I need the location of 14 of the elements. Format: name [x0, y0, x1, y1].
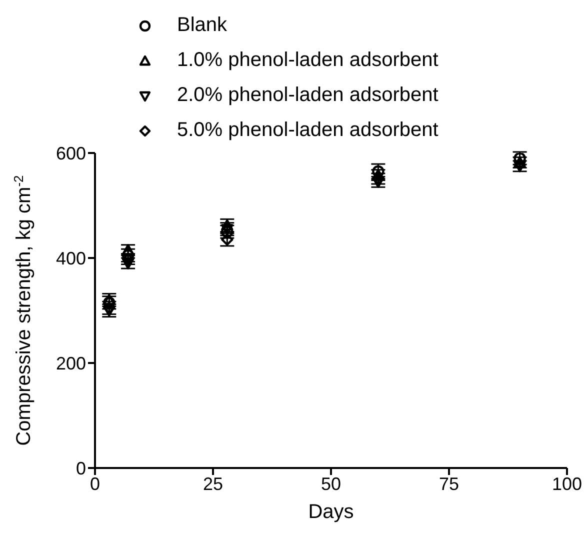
- x-tick-label: 25: [202, 474, 224, 494]
- y-tick-label: 600: [56, 143, 86, 164]
- y-tick-label: 200: [56, 353, 86, 374]
- legend-label: 1.0% phenol-laden adsorbent: [177, 49, 438, 72]
- x-tick-label: 75: [438, 474, 460, 494]
- legend-label: Blank: [177, 14, 228, 37]
- y-tick-label: 0: [76, 458, 86, 478]
- x-tick-label: 0: [90, 474, 100, 494]
- x-tick-label: 100: [552, 474, 582, 494]
- x-tick-label: 50: [320, 474, 342, 494]
- legend-label: 2.0% phenol-laden adsorbent: [177, 84, 438, 107]
- legend-label: 5.0% phenol-laden adsorbent: [177, 119, 438, 142]
- y-tick-label: 400: [56, 248, 86, 268]
- x-axis-title: Days: [308, 501, 354, 523]
